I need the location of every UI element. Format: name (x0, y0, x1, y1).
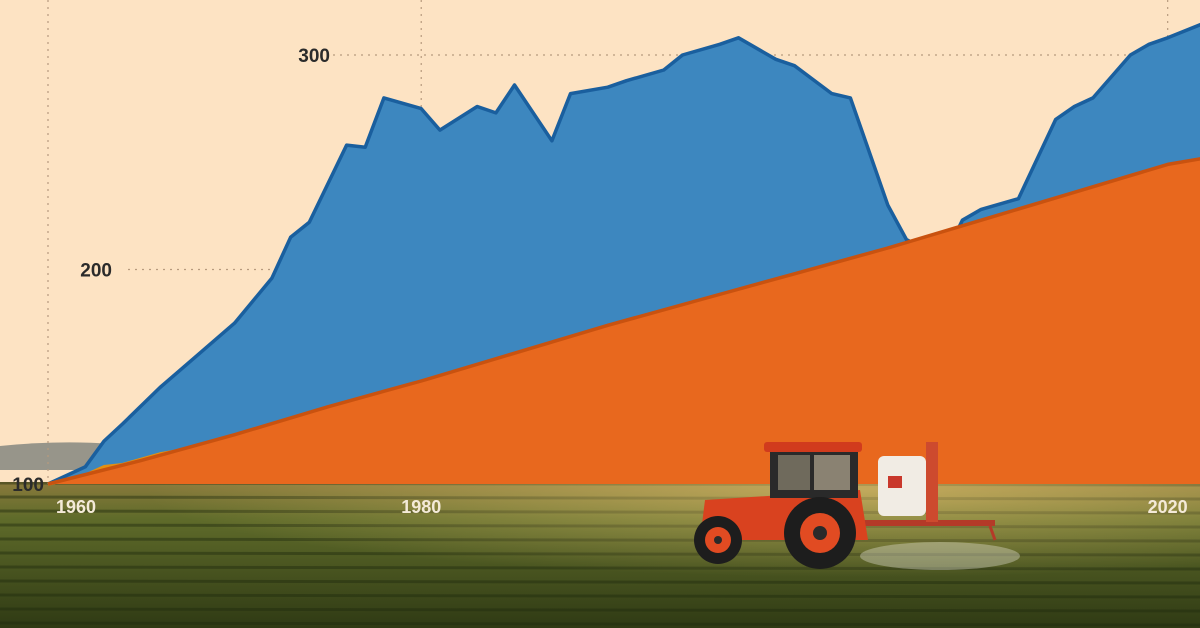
series-line-2 (47, 22, 1200, 486)
field-photo (0, 442, 1200, 628)
y-tick-label: 100 (12, 475, 44, 496)
y-tick-label: 200 (80, 261, 112, 282)
y-axis-ticks: 100 200 300 (12, 46, 330, 496)
x-axis-ticks: 1960 1980 2020 (56, 497, 1188, 517)
grid-lines (47, 0, 1200, 484)
series-areas (47, 22, 1200, 486)
x-tick-label: 1980 (401, 497, 441, 517)
tractor-image (694, 442, 1020, 570)
x-tick-label: 1960 (56, 497, 96, 517)
x-tick-label: 2020 (1148, 497, 1188, 517)
series-line-0 (47, 157, 1200, 486)
y-tick-label: 300 (298, 46, 330, 67)
